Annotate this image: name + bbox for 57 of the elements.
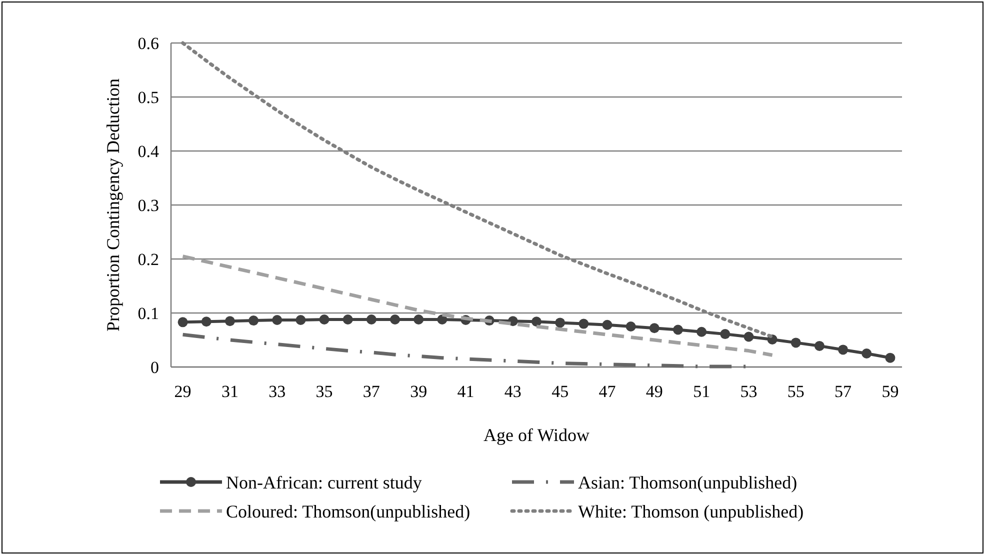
y-tick-label: 0.3 xyxy=(138,196,159,215)
point xyxy=(696,326,707,337)
x-tick-label: 29 xyxy=(174,382,192,401)
point xyxy=(224,316,235,326)
x-tick-label: 41 xyxy=(457,382,474,401)
point xyxy=(342,314,353,324)
y-tick-label: 0.2 xyxy=(138,250,159,269)
point xyxy=(838,344,848,355)
point xyxy=(414,314,424,324)
point xyxy=(532,316,542,327)
point xyxy=(578,318,589,329)
point xyxy=(626,322,636,332)
point xyxy=(272,315,282,326)
y-tick-label: 0.5 xyxy=(138,88,159,107)
point xyxy=(814,340,824,351)
legend-label: Coloured: Thomson(unpublished) xyxy=(226,501,470,522)
x-tick-label: 53 xyxy=(740,382,758,401)
x-tick-label: 49 xyxy=(646,382,663,401)
x-tick-label: 55 xyxy=(787,382,804,401)
x-tick-label: 57 xyxy=(834,382,852,401)
x-tick-label: 39 xyxy=(410,382,428,401)
x-tick-label: 45 xyxy=(552,382,569,401)
x-tick-label: 31 xyxy=(221,382,238,401)
point xyxy=(390,314,400,324)
line-series xyxy=(181,254,774,357)
point xyxy=(366,314,376,324)
point xyxy=(319,314,330,324)
x-axis-title: Age of Widow xyxy=(484,425,590,445)
y-axis-title: Proportion Contingency Deduction xyxy=(103,78,123,332)
x-tick-label: 47 xyxy=(598,382,616,401)
point xyxy=(885,352,896,363)
legend-label: Non-African: current study xyxy=(226,472,422,492)
point xyxy=(720,329,730,340)
x-tick-label: 35 xyxy=(316,382,333,401)
legend-label: White: Thomson (unpublished) xyxy=(578,501,804,522)
point xyxy=(672,324,683,335)
legend-label: Asian: Thomson(unpublished) xyxy=(578,472,798,492)
y-tick-label: 0.4 xyxy=(138,142,160,161)
point xyxy=(437,314,448,324)
x-tick-label: 51 xyxy=(693,382,710,401)
x-tick-label: 33 xyxy=(268,382,286,401)
point xyxy=(744,332,754,342)
x-tick-label: 37 xyxy=(362,382,380,401)
point xyxy=(555,318,566,328)
point xyxy=(649,323,660,334)
x-tick-label: 59 xyxy=(882,382,899,401)
y-tick-label: 0.6 xyxy=(138,34,159,53)
point xyxy=(296,315,306,326)
y-tick-label: 0 xyxy=(150,358,159,377)
point xyxy=(602,320,612,330)
point xyxy=(862,348,872,358)
point xyxy=(248,316,259,326)
y-tick-label: 0.1 xyxy=(138,304,159,323)
x-tick-label: 43 xyxy=(504,382,522,401)
point xyxy=(790,338,801,348)
point xyxy=(178,317,188,328)
point xyxy=(201,316,212,327)
